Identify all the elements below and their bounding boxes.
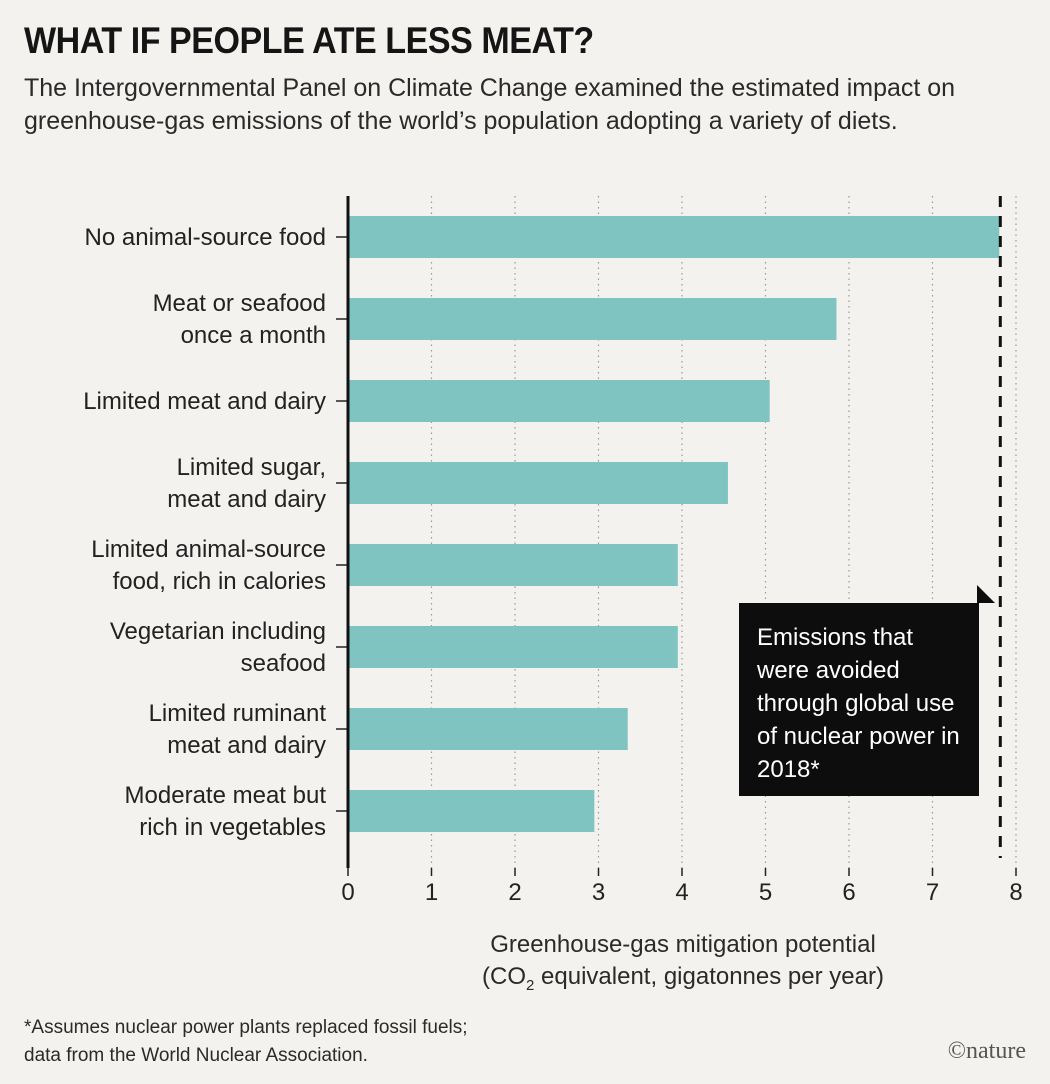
x-axis: 0 1 2 3 4 5 6 7 8 <box>341 196 1023 906</box>
x-axis-title-post: equivalent, gigatonnes per year) <box>534 963 884 990</box>
x-tick-label: 8 <box>1009 879 1022 906</box>
category-label: Moderate meat but <box>125 782 327 809</box>
bar <box>348 790 595 832</box>
category-label: Vegetarian including <box>110 618 326 645</box>
footnote: *Assumes nuclear power plants replaced f… <box>24 1014 468 1070</box>
chart-title: WHAT IF PEOPLE ATE LESS MEAT? <box>24 20 594 61</box>
x-tick-label: 2 <box>508 879 521 906</box>
category-label: Limited sugar, <box>177 454 326 481</box>
bar <box>348 298 837 340</box>
nature-logo: ©nature <box>947 1038 1026 1064</box>
x-tick-label: 3 <box>592 879 605 906</box>
x-axis-title-pre: (CO <box>482 963 526 990</box>
footnote-line1: *Assumes nuclear power plants replaced f… <box>24 1017 468 1038</box>
x-tick-label: 7 <box>926 879 939 906</box>
category-label: food, rich in calories <box>113 568 326 595</box>
category-label: meat and dairy <box>167 486 326 513</box>
bars <box>348 216 1000 832</box>
x-axis-title-line1: Greenhouse-gas mitigation potential <box>490 931 876 958</box>
x-axis-title-line2: (CO2 equivalent, gigatonnes per year) <box>482 963 884 994</box>
x-tick-label: 6 <box>842 879 855 906</box>
callout-pointer <box>977 585 995 603</box>
bar <box>348 544 678 586</box>
callout-text: Emissions that were avoided through glob… <box>757 624 960 783</box>
bar <box>348 708 628 750</box>
category-labels: No animal-source food Meat or seafood once… <box>83 224 348 841</box>
x-tick-label: 0 <box>341 879 354 906</box>
x-tick-label: 4 <box>675 879 688 906</box>
category-label: meat and dairy <box>167 732 326 759</box>
category-label: rich in vegetables <box>139 814 326 841</box>
category-label: No animal-source food <box>85 224 326 251</box>
bar <box>348 216 1000 258</box>
bar <box>348 462 728 504</box>
bar <box>348 626 678 668</box>
category-label: once a month <box>181 322 326 349</box>
x-tick-label: 1 <box>425 879 438 906</box>
bar <box>348 380 770 422</box>
gridlines <box>430 196 1017 868</box>
nuclear-callout: Emissions that were avoided through glob… <box>739 585 995 796</box>
category-label: Limited animal-source <box>91 536 326 563</box>
category-label: Limited ruminant <box>149 700 327 727</box>
category-label: Meat or seafood <box>153 290 326 317</box>
footnote-line2: data from the World Nuclear Association. <box>24 1045 368 1066</box>
category-label: seafood <box>241 650 326 677</box>
category-label: Limited meat and dairy <box>83 388 326 415</box>
bar-chart: No animal-source food Meat or seafood once… <box>83 196 1023 994</box>
chart-subtitle: The Intergovernmental Panel on Climate C… <box>24 74 956 135</box>
x-axis-title-sub: 2 <box>526 977 534 994</box>
x-tick-label: 5 <box>759 879 772 906</box>
